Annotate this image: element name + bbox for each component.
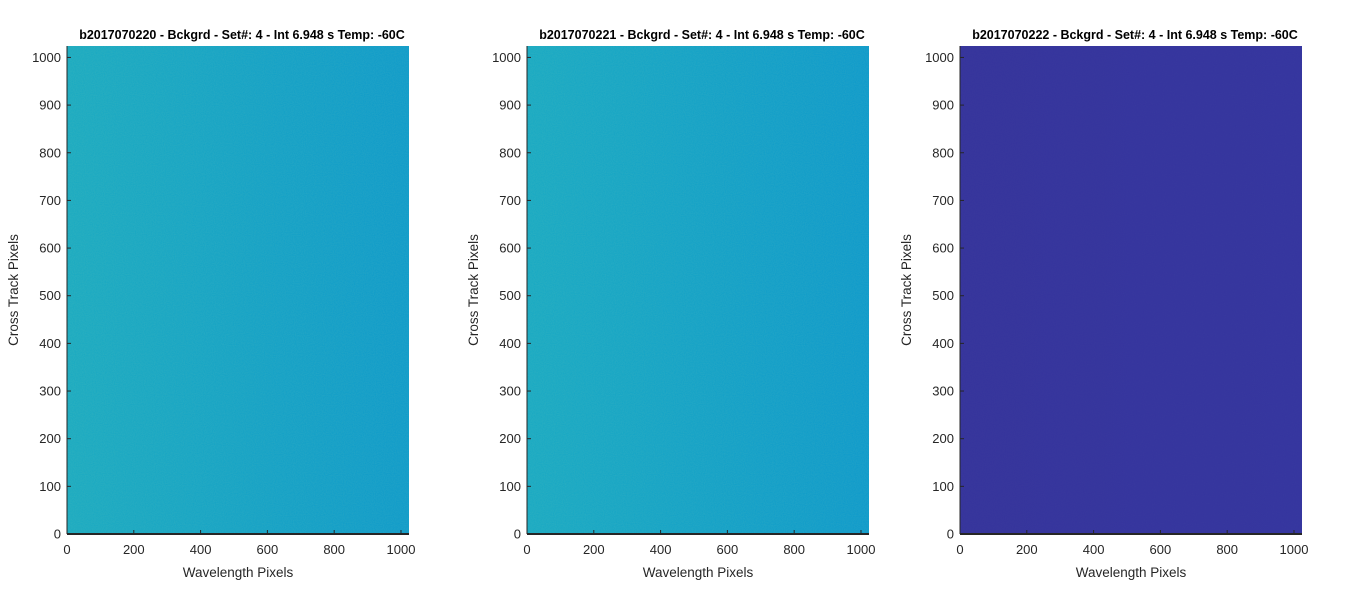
y-tick-label: 100 xyxy=(932,479,954,494)
x-tick-label: 1000 xyxy=(1280,542,1309,557)
x-axis-label: Wavelength Pixels xyxy=(643,565,754,580)
y-tick-label: 400 xyxy=(499,336,521,351)
heatmap-noise xyxy=(67,46,409,534)
y-axis-label: Cross Track Pixels xyxy=(899,234,914,346)
y-tick-label: 1000 xyxy=(32,50,61,65)
y-tick-label: 0 xyxy=(54,527,61,542)
x-tick-label: 200 xyxy=(123,542,145,557)
y-tick-label: 600 xyxy=(932,241,954,256)
x-tick-label: 1000 xyxy=(847,542,876,557)
y-tick-label: 200 xyxy=(39,431,61,446)
x-axis-label: Wavelength Pixels xyxy=(1076,565,1187,580)
y-tick-label: 100 xyxy=(499,479,521,494)
y-tick-label: 600 xyxy=(499,241,521,256)
x-tick-label: 0 xyxy=(63,542,70,557)
y-tick-label: 800 xyxy=(932,145,954,160)
y-tick-label: 300 xyxy=(39,384,61,399)
y-tick-label: 700 xyxy=(499,193,521,208)
y-tick-label: 500 xyxy=(499,288,521,303)
x-axis-label: Wavelength Pixels xyxy=(183,565,294,580)
y-tick-label: 900 xyxy=(932,98,954,113)
panel-3: 0 200 400 600 800 1000 0 100 200 300 400 500 600 700 8… xyxy=(899,28,1308,580)
x-tick-label: 0 xyxy=(956,542,963,557)
x-tick-label: 800 xyxy=(783,542,805,557)
y-tick-label: 900 xyxy=(499,98,521,113)
y-axis-label: Cross Track Pixels xyxy=(6,234,21,346)
x-tick-label: 200 xyxy=(583,542,605,557)
y-tick-label: 900 xyxy=(39,98,61,113)
y-tick-label: 800 xyxy=(499,145,521,160)
panel-title: b2017070221 - Bckgrd - Set#: 4 - Int 6.9… xyxy=(539,28,865,42)
x-tick-label: 800 xyxy=(323,542,345,557)
y-tick-label: 500 xyxy=(39,288,61,303)
x-tick-label: 600 xyxy=(1150,542,1172,557)
y-tick-label: 300 xyxy=(499,384,521,399)
y-axis-label: Cross Track Pixels xyxy=(466,234,481,346)
x-tick-label: 400 xyxy=(1083,542,1105,557)
heatmap-noise xyxy=(960,46,1302,534)
x-tick-label: 600 xyxy=(257,542,279,557)
x-tick-label: 200 xyxy=(1016,542,1038,557)
y-tick-label: 0 xyxy=(947,527,954,542)
x-tick-label: 1000 xyxy=(387,542,416,557)
y-tick-label: 1000 xyxy=(925,50,954,65)
y-tick-label: 700 xyxy=(39,193,61,208)
panel-2: 0 200 400 600 800 1000 0 100 200 300 400 500 600 700 8… xyxy=(466,28,875,580)
y-tick-label: 100 xyxy=(39,479,61,494)
y-tick-label: 200 xyxy=(932,431,954,446)
x-tick-label: 800 xyxy=(1216,542,1238,557)
heatmap-noise xyxy=(527,46,869,534)
panel-title: b2017070220 - Bckgrd - Set#: 4 - Int 6.9… xyxy=(79,28,405,42)
panel-title: b2017070222 - Bckgrd - Set#: 4 - Int 6.9… xyxy=(972,28,1298,42)
panel-1: 0 200 400 600 800 1000 0 100 200 300 400 500 600 700 8… xyxy=(6,28,415,580)
y-tick-label: 600 xyxy=(39,241,61,256)
y-tick-label: 700 xyxy=(932,193,954,208)
x-tick-label: 400 xyxy=(650,542,672,557)
y-tick-label: 800 xyxy=(39,145,61,160)
y-tick-label: 0 xyxy=(514,527,521,542)
y-tick-label: 200 xyxy=(499,431,521,446)
x-tick-label: 400 xyxy=(190,542,212,557)
y-tick-label: 300 xyxy=(932,384,954,399)
x-tick-label: 0 xyxy=(523,542,530,557)
y-tick-label: 400 xyxy=(39,336,61,351)
y-tick-label: 1000 xyxy=(492,50,521,65)
y-tick-label: 400 xyxy=(932,336,954,351)
y-tick-label: 500 xyxy=(932,288,954,303)
x-tick-label: 600 xyxy=(717,542,739,557)
